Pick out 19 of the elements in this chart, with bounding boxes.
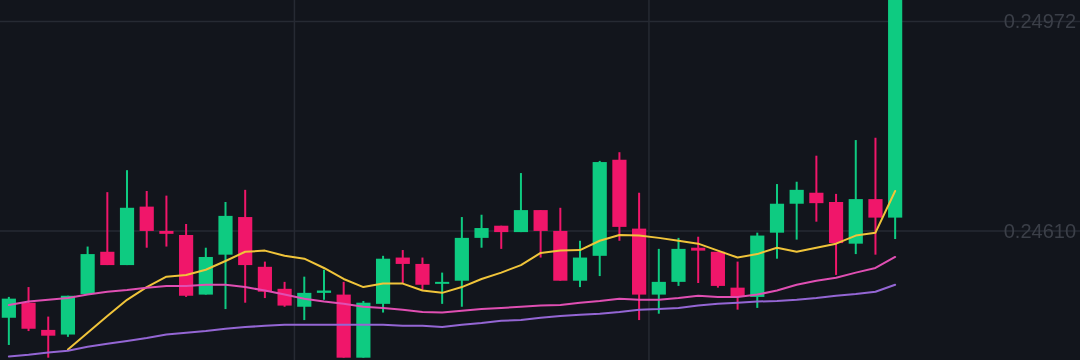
- candlestick: [572, 239, 588, 289]
- candlestick: [41, 315, 56, 359]
- candlestick: [691, 235, 706, 285]
- candlestick: [809, 154, 824, 223]
- candlestick: [513, 172, 529, 234]
- candlestick: [159, 194, 174, 248]
- candlestick: [1, 295, 16, 346]
- line-series: [7, 283, 897, 358]
- candlestick: [277, 280, 292, 308]
- candlestick: [533, 209, 548, 259]
- candlestick: [474, 213, 489, 249]
- candlestick: [651, 247, 666, 315]
- candlestick: [435, 271, 450, 305]
- candlestick: [100, 191, 115, 267]
- candlestick: [868, 136, 883, 256]
- line-series: [66, 190, 897, 351]
- candlestick: [415, 256, 430, 291]
- candlestick: [789, 180, 804, 241]
- candlestick: [395, 249, 410, 285]
